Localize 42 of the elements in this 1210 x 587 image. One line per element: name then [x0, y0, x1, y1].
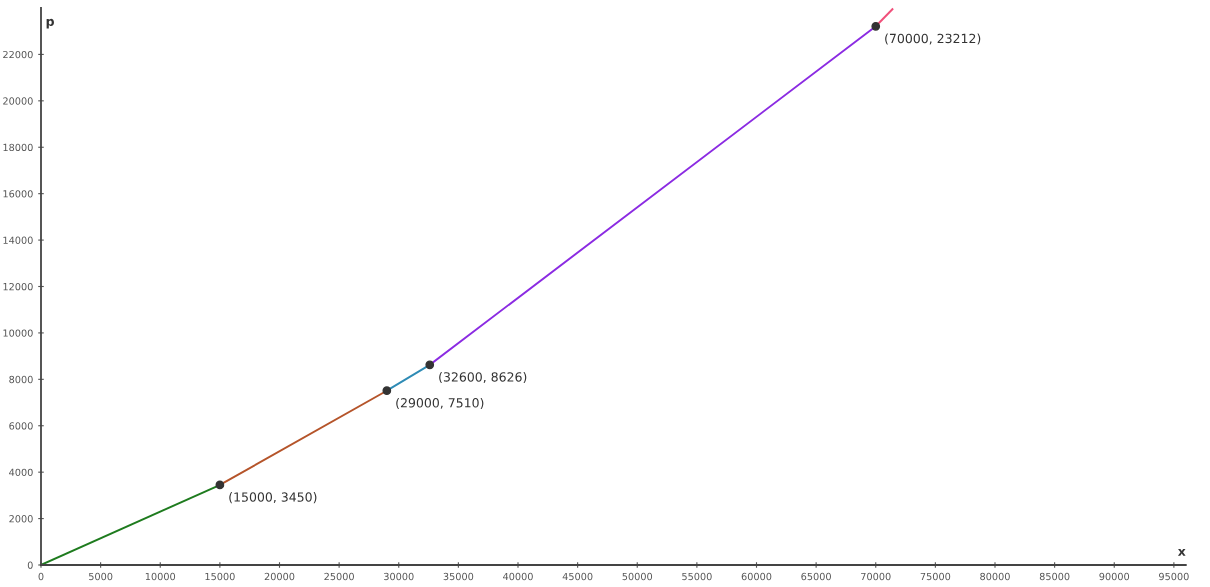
y-tick-label: 22000 — [3, 50, 33, 59]
y-tick-label: 8000 — [9, 375, 33, 384]
x-tick-label: 85000 — [1039, 572, 1070, 581]
point — [425, 360, 435, 370]
x-tick-label: 95000 — [1159, 572, 1189, 581]
point — [382, 386, 392, 396]
y-tick-label: 10000 — [3, 329, 33, 337]
y-tick-label: 0 — [27, 561, 33, 569]
x-tick-label: 40000 — [503, 572, 533, 581]
x-tick-label: 70000 — [861, 572, 891, 581]
y-tick-label: 16000 — [3, 190, 33, 198]
annotation: (15000, 3450) — [229, 492, 317, 504]
x-tick-label: 25000 — [324, 572, 354, 581]
x-tick-label: 55000 — [682, 572, 712, 581]
x-tick-label: 30000 — [384, 572, 414, 581]
y-tick-label: 14000 — [3, 236, 33, 244]
y-axis-title: p — [46, 18, 54, 29]
y-tick-label: 6000 — [9, 422, 33, 430]
x-tick-label: 20000 — [264, 572, 295, 581]
y-tick-label: 2000 — [9, 515, 33, 523]
x-axis-title: x — [1177, 548, 1186, 556]
x-tick-label: 65000 — [801, 572, 831, 581]
x-tick-label: 50000 — [622, 572, 653, 581]
x-tick-label: 35000 — [443, 572, 474, 581]
y-tick-label: 12000 — [3, 282, 33, 291]
x-tick-label: 80000 — [980, 572, 1010, 581]
y-tick-label: 18000 — [3, 143, 33, 152]
x-tick-label: 5000 — [89, 572, 113, 581]
x-tick-label: 75000 — [920, 572, 951, 581]
y-tick-label: 4000 — [9, 468, 33, 476]
point — [215, 480, 225, 490]
annotation: (32600, 8626) — [439, 371, 527, 384]
x-tick-label: 45000 — [562, 572, 593, 581]
x-tick-label: 60000 — [741, 572, 772, 581]
annotation: (70000, 23212) — [885, 33, 981, 45]
annotation: (29000, 7510) — [396, 397, 484, 410]
x-tick-label: 10000 — [145, 572, 176, 581]
x-tick-label: 90000 — [1099, 572, 1130, 581]
point — [871, 21, 881, 31]
x-tick-label: 0 — [38, 572, 44, 581]
x-tick-label: 15000 — [205, 572, 235, 581]
y-tick-label: 20000 — [3, 97, 33, 105]
